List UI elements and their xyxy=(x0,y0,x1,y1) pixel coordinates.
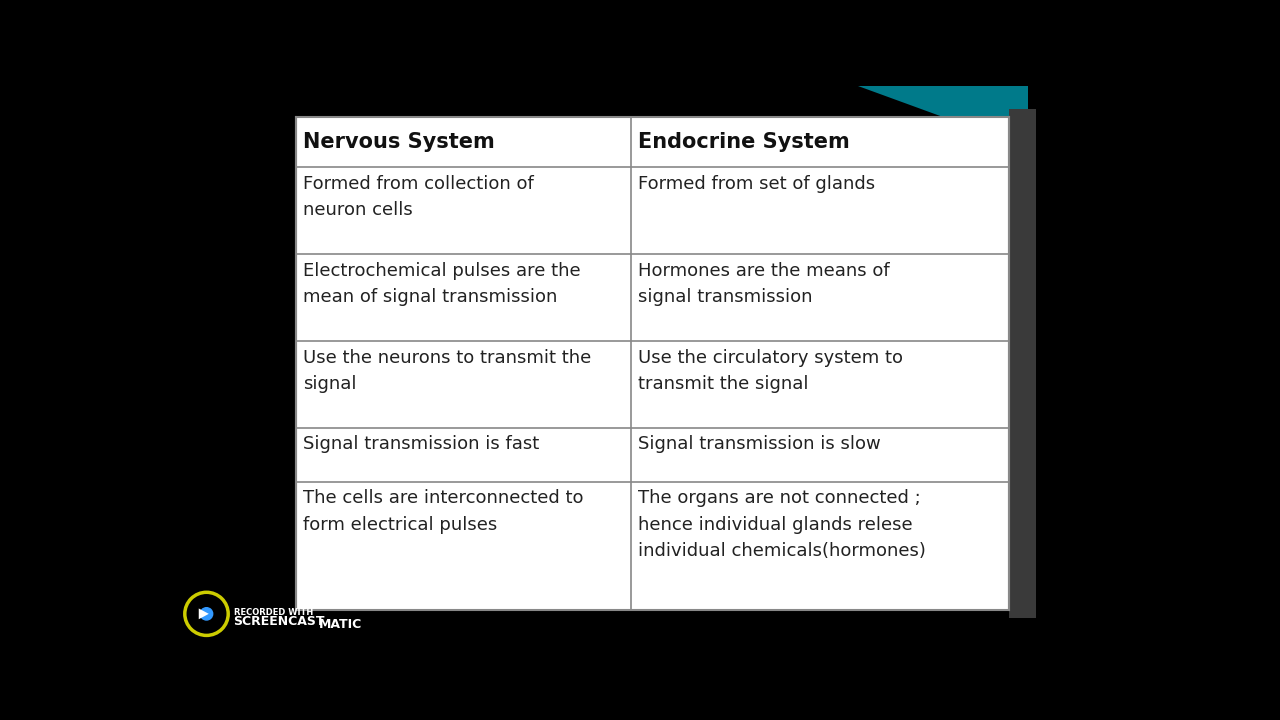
Polygon shape xyxy=(198,608,209,619)
Polygon shape xyxy=(858,86,1028,148)
Text: RECORDED WITH: RECORDED WITH xyxy=(234,608,312,617)
Text: MATIC: MATIC xyxy=(319,618,362,631)
Text: Hormones are the means of
signal transmission: Hormones are the means of signal transmi… xyxy=(639,261,890,306)
Bar xyxy=(296,117,1009,610)
Circle shape xyxy=(200,608,212,620)
Text: Endocrine System: Endocrine System xyxy=(639,132,850,152)
Text: SCREENCAST: SCREENCAST xyxy=(234,616,325,629)
Text: The organs are not connected ;
hence individual glands relese
individual chemica: The organs are not connected ; hence ind… xyxy=(639,490,927,560)
Text: Formed from collection of
neuron cells: Formed from collection of neuron cells xyxy=(303,174,534,219)
Text: Electrochemical pulses are the
mean of signal transmission: Electrochemical pulses are the mean of s… xyxy=(303,261,581,306)
Text: Signal transmission is fast: Signal transmission is fast xyxy=(303,436,540,454)
Text: The cells are interconnected to
form electrical pulses: The cells are interconnected to form ele… xyxy=(303,490,584,534)
Text: Signal transmission is slow: Signal transmission is slow xyxy=(639,436,881,454)
Text: Use the neurons to transmit the
signal: Use the neurons to transmit the signal xyxy=(303,348,591,393)
Text: Formed from set of glands: Formed from set of glands xyxy=(639,174,876,192)
Text: Nervous System: Nervous System xyxy=(303,132,495,152)
Text: Use the circulatory system to
transmit the signal: Use the circulatory system to transmit t… xyxy=(639,348,904,393)
Bar xyxy=(1009,109,1036,618)
